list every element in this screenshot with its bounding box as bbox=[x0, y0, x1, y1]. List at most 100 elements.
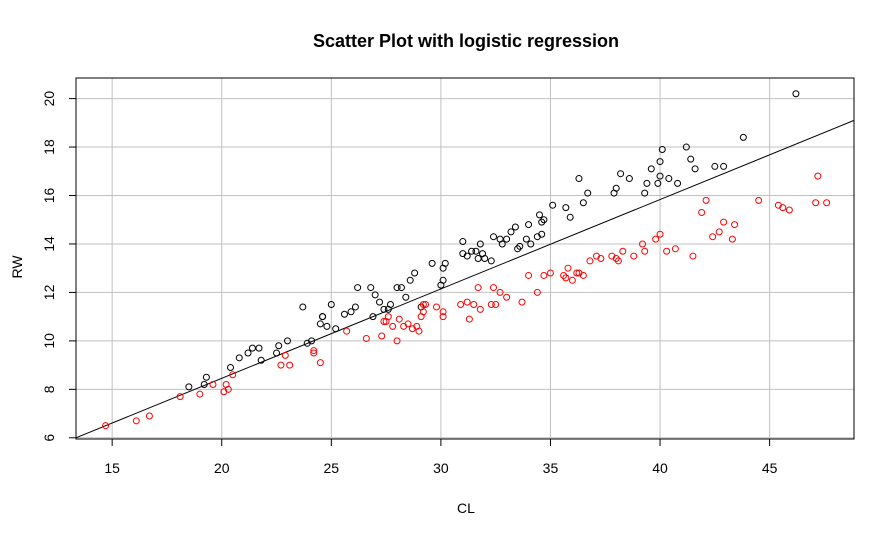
data-point-series-0 bbox=[411, 269, 419, 277]
data-point-series-1 bbox=[614, 257, 622, 265]
data-point-series-0 bbox=[463, 252, 471, 260]
x-tick-label: 25 bbox=[324, 460, 340, 476]
data-point-series-1 bbox=[641, 247, 649, 255]
data-point-series-1 bbox=[812, 199, 820, 207]
data-point-series-0 bbox=[257, 356, 265, 364]
data-point-series-0 bbox=[612, 184, 620, 192]
y-tick-label: 12 bbox=[41, 284, 57, 300]
data-point-series-1 bbox=[415, 327, 423, 335]
data-point-series-0 bbox=[340, 310, 348, 318]
chart-title: Scatter Plot with logistic regression bbox=[313, 31, 619, 51]
data-point-series-0 bbox=[665, 175, 673, 183]
data-point-series-1 bbox=[463, 298, 471, 306]
data-point-series-0 bbox=[273, 349, 281, 357]
data-point-series-1 bbox=[310, 349, 318, 357]
data-point-series-1 bbox=[422, 301, 430, 309]
data-point-series-1 bbox=[362, 334, 370, 342]
data-point-series-1 bbox=[343, 327, 351, 335]
data-point-series-0 bbox=[625, 175, 633, 183]
data-point-series-1 bbox=[489, 284, 497, 292]
data-point-series-1 bbox=[229, 371, 237, 379]
data-point-series-1 bbox=[457, 301, 465, 309]
data-point-series-1 bbox=[689, 252, 697, 260]
data-point-series-1 bbox=[814, 172, 822, 180]
data-point-series-1 bbox=[656, 230, 664, 238]
data-point-series-0 bbox=[474, 255, 482, 262]
data-point-series-1 bbox=[419, 301, 427, 309]
data-point-series-0 bbox=[472, 247, 480, 255]
data-point-series-1 bbox=[310, 347, 318, 355]
data-point-series-0 bbox=[248, 344, 256, 352]
data-point-series-0 bbox=[522, 235, 530, 243]
x-tick-label: 45 bbox=[762, 460, 778, 476]
data-point-series-1 bbox=[652, 235, 660, 243]
data-point-series-0 bbox=[185, 383, 193, 391]
data-point-series-1 bbox=[639, 240, 647, 248]
data-point-series-0 bbox=[468, 247, 476, 255]
data-point-series-0 bbox=[255, 344, 263, 352]
data-point-series-1 bbox=[102, 422, 110, 430]
data-point-series-0 bbox=[347, 308, 355, 316]
data-point-series-0 bbox=[308, 337, 316, 345]
y-tick-label: 20 bbox=[41, 91, 57, 107]
data-point-series-0 bbox=[275, 342, 283, 350]
data-point-series-0 bbox=[687, 155, 695, 163]
data-point-series-1 bbox=[384, 313, 392, 321]
data-point-series-0 bbox=[538, 230, 546, 238]
data-point-series-1 bbox=[395, 315, 403, 323]
data-point-series-0 bbox=[575, 175, 583, 183]
data-point-series-1 bbox=[586, 257, 594, 265]
data-point-series-1 bbox=[419, 308, 427, 316]
data-point-series-1 bbox=[496, 288, 504, 296]
data-point-series-0 bbox=[720, 162, 728, 170]
data-point-series-0 bbox=[327, 301, 335, 309]
data-point-series-0 bbox=[643, 179, 651, 187]
data-point-series-1 bbox=[474, 284, 482, 292]
data-point-series-1 bbox=[731, 221, 739, 229]
data-point-series-0 bbox=[647, 165, 655, 173]
data-point-series-1 bbox=[389, 322, 397, 330]
data-point-series-0 bbox=[489, 233, 497, 241]
data-point-series-0 bbox=[487, 257, 495, 265]
data-point-series-0 bbox=[244, 349, 252, 357]
data-point-series-1 bbox=[568, 276, 576, 284]
data-point-series-1 bbox=[671, 245, 679, 253]
data-point-series-1 bbox=[715, 228, 723, 236]
data-point-series-0 bbox=[682, 143, 690, 151]
data-point-series-0 bbox=[354, 284, 362, 292]
data-point-series-1 bbox=[439, 313, 447, 321]
data-point-series-1 bbox=[196, 390, 204, 398]
data-point-series-0 bbox=[439, 276, 447, 284]
data-point-series-1 bbox=[176, 393, 184, 401]
data-point-series-0 bbox=[406, 276, 414, 284]
x-tick-label: 35 bbox=[543, 460, 559, 476]
data-point-series-0 bbox=[369, 313, 377, 321]
data-point-series-1 bbox=[476, 305, 484, 313]
y-tick-label: 14 bbox=[41, 236, 57, 252]
data-point-series-0 bbox=[516, 242, 524, 250]
data-point-series-0 bbox=[299, 303, 307, 311]
data-point-series-0 bbox=[584, 189, 592, 197]
data-point-series-1 bbox=[439, 308, 447, 316]
data-point-series-0 bbox=[566, 213, 574, 221]
data-point-series-1 bbox=[465, 315, 473, 323]
data-point-series-1 bbox=[378, 332, 386, 340]
data-point-series-0 bbox=[503, 235, 511, 243]
data-point-series-0 bbox=[579, 199, 587, 207]
data-point-series-1 bbox=[145, 412, 153, 420]
grid bbox=[76, 78, 854, 439]
data-point-series-0 bbox=[739, 133, 747, 141]
data-point-series-1 bbox=[281, 351, 289, 359]
data-point-series-0 bbox=[656, 172, 664, 180]
y-tick-label: 16 bbox=[41, 188, 57, 204]
data-point-series-1 bbox=[277, 361, 285, 369]
data-point-series-0 bbox=[319, 313, 327, 321]
x-axis: 15 20 25 30 35 40 45 bbox=[104, 439, 778, 476]
data-point-series-0 bbox=[654, 179, 662, 187]
data-point-series-1 bbox=[518, 298, 526, 306]
data-point-series-1 bbox=[540, 271, 548, 279]
data-point-series-0 bbox=[441, 259, 449, 267]
y-axis: 6 8 10 12 14 16 18 20 bbox=[41, 91, 76, 442]
y-tick-label: 18 bbox=[41, 139, 57, 155]
data-point-series-0 bbox=[235, 354, 243, 362]
